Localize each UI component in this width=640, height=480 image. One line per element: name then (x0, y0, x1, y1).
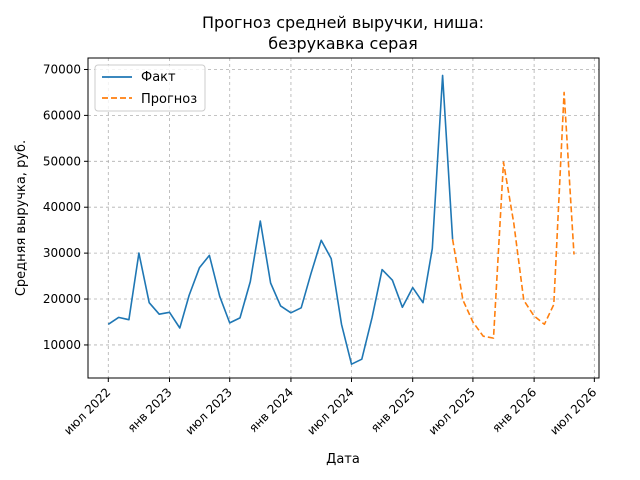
y-tick-label: 20000 (43, 292, 81, 306)
series-line-fact (107, 74, 454, 366)
plot-area-frame (87, 57, 600, 379)
legend-label-forecast: Прогноз (141, 92, 197, 107)
y-tick-label: 10000 (43, 338, 81, 352)
x-tick-label: июл 2025 (426, 385, 478, 437)
y-tick-label: 40000 (43, 200, 81, 214)
y-tick-label: 30000 (43, 246, 81, 260)
x-tick-label: янв 2024 (246, 385, 296, 435)
x-tick-label: янв 2025 (368, 385, 418, 435)
x-tick-label: июл 2023 (183, 385, 235, 437)
x-axis-label: Дата (326, 452, 360, 467)
y-tick-label: 50000 (43, 154, 81, 168)
legend-label-fact: Факт (141, 70, 176, 85)
y-tick-label: 70000 (43, 62, 81, 76)
x-tick-label: июл 2022 (61, 385, 113, 437)
chart-title-line-1: Прогноз средней выручки, ниша: (202, 13, 484, 32)
y-axis: 10000 20000 30000 40000 50000 60000 70000 (43, 62, 88, 352)
series-line-forecast (451, 91, 575, 339)
y-axis-label: Средняя выручка, руб. (14, 140, 29, 296)
x-tick-label: янв 2023 (125, 385, 175, 435)
x-tick-label: июл 2026 (547, 385, 599, 437)
x-tick-label: июл 2024 (304, 385, 356, 437)
legend: Факт Прогноз (94, 64, 206, 112)
chart-title-line-2: безрукавка серая (268, 34, 418, 53)
x-axis: июл 2022 янв 2023 июл 2023 янв 2024 июл 2024… (61, 378, 599, 438)
series-layer (107, 74, 575, 366)
x-tick-label: янв 2026 (489, 385, 539, 435)
y-tick-label: 60000 (43, 108, 81, 122)
